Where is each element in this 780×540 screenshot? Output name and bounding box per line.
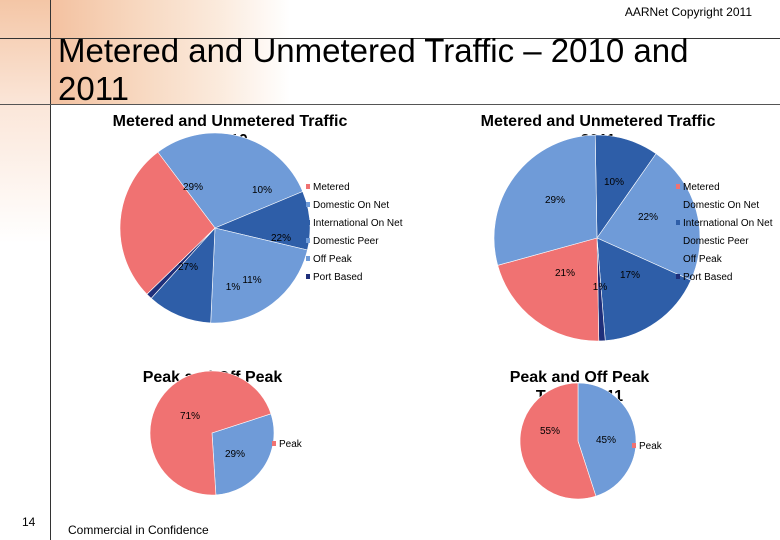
- pie-slice: [596, 153, 701, 281]
- legend-swatch: [632, 443, 636, 448]
- legend-swatch: [306, 202, 310, 207]
- title-top-rule: [0, 38, 780, 39]
- pie-slice: [596, 237, 692, 341]
- legend-label: Domestic Peer: [683, 236, 749, 247]
- legend-swatch: [676, 238, 680, 243]
- pie-slice: [210, 227, 308, 324]
- pie-slice-label: 29%: [183, 182, 203, 193]
- pie-slice-label: 29%: [225, 449, 245, 460]
- pie-slice-label: 45%: [596, 435, 616, 446]
- pie-slice-label: 17%: [620, 270, 640, 281]
- pie-slice: [149, 370, 272, 496]
- page-title: Metered and Unmetered Traffic – 2010 and…: [58, 32, 689, 107]
- legend-swatch: [676, 202, 680, 207]
- pie-slice-label: 27%: [178, 262, 198, 273]
- legend-label: Domestic Peer: [313, 236, 379, 247]
- legend-swatch: [272, 441, 276, 446]
- legend-label: Peak: [279, 439, 303, 450]
- pie-slice-label: 21%: [555, 268, 575, 279]
- legend-label: Port Based: [683, 272, 732, 283]
- pie-slice-label: 22%: [271, 233, 291, 244]
- legend-label: Domestic On Net: [313, 200, 389, 211]
- footer-confidentiality: Commercial in Confidence: [68, 523, 209, 537]
- pie-slice: [493, 134, 598, 266]
- pie-slice-label: 55%: [540, 426, 560, 437]
- pie-slice: [119, 151, 216, 295]
- legend-swatch: [306, 274, 310, 279]
- legend-label: Metered: [313, 182, 350, 193]
- pie-slice-label: 29%: [545, 195, 565, 206]
- title-bottom-rule: [0, 104, 780, 105]
- pie-slice: [519, 382, 597, 500]
- pie-slice-label: 71%: [180, 411, 200, 422]
- pie-slice: [157, 132, 304, 229]
- legend-label: Metered: [683, 182, 720, 193]
- legend-swatch: [306, 238, 310, 243]
- legend-label: International On Net: [313, 218, 403, 229]
- pie-slice: [497, 237, 600, 342]
- vertical-rule: [50, 0, 51, 540]
- slide-number: 14: [22, 515, 36, 529]
- pie-slice-label: 1%: [593, 282, 608, 293]
- legend-label: Off Peak: [313, 254, 353, 265]
- legend-swatch: [306, 220, 310, 225]
- legend-swatch: [676, 184, 680, 189]
- legend-label: Port Based: [313, 272, 362, 283]
- legend-swatch: [306, 184, 310, 189]
- pie-slice-label: 22%: [638, 212, 658, 223]
- pie-slice-label: 1%: [226, 282, 241, 293]
- legend-label: Peak: [639, 441, 663, 452]
- pie-slice: [577, 382, 637, 497]
- pie-slice: [211, 413, 275, 496]
- pie-slice-label: 10%: [604, 177, 624, 188]
- legend-swatch: [306, 256, 310, 261]
- pie-slice-label: 10%: [252, 185, 272, 196]
- pie-slice: [150, 227, 216, 324]
- legend-label: International On Net: [683, 218, 773, 229]
- legend-label: Off Peak: [683, 254, 723, 265]
- legend-swatch: [676, 274, 680, 279]
- pie-slice-label: 11%: [242, 275, 261, 286]
- legend-swatch: [676, 220, 680, 225]
- legend-label: Domestic On Net: [683, 200, 759, 211]
- copyright-text: AARNet Copyright 2011: [624, 5, 752, 19]
- sidebar-decoration: [0, 0, 50, 540]
- legend-swatch: [676, 256, 680, 261]
